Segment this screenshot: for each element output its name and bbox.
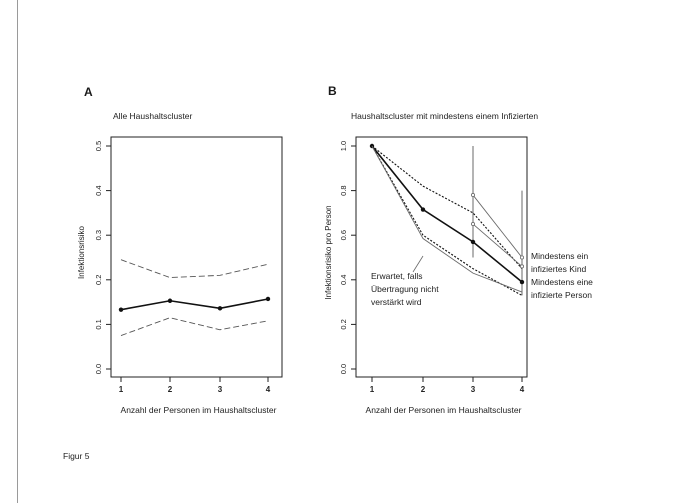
panel-a-xtick-label: 4	[266, 385, 271, 394]
panel-b-series-line	[371, 145, 523, 296]
panel-a-ytick-label: 0.4	[94, 185, 103, 195]
panel-a-x-axis-label: Anzahl der Personen im Haushaltscluster	[121, 405, 277, 415]
panel-a-ytick-label: 0.2	[94, 275, 103, 285]
panel-b-series-line	[371, 145, 523, 270]
panel-b-subgroup-point	[520, 264, 525, 269]
annotation-child-line-1: Mindestens ein	[531, 251, 589, 261]
panel-b-title: Haushaltscluster mit mindestens einem In…	[351, 111, 539, 121]
panel-b-ytick-label: 0.8	[339, 185, 348, 195]
panel-a-data-point	[217, 306, 223, 311]
panel-b-xtick-label: 1	[370, 385, 375, 394]
panel-a-title: Alle Haushaltscluster	[113, 111, 193, 121]
panel-a-series-line	[120, 298, 269, 311]
panel-a-frame	[110, 136, 283, 378]
panel-a-ytick-label: 0.1	[94, 319, 103, 329]
panel-a-xtick-label: 3	[218, 385, 223, 394]
panel-a-ytick-label: 0.5	[94, 141, 103, 151]
annotation-child-line-2: infiziertes Kind	[531, 264, 587, 274]
panel-b-data-point	[519, 279, 525, 285]
panel-a-xtick-label: 1	[119, 385, 124, 394]
panel-a-series-line	[120, 317, 269, 336]
panel-a-data-point	[118, 307, 124, 312]
panel-a-ytick-label: 0.3	[94, 230, 103, 240]
panel-b-xtick-label: 4	[520, 385, 525, 394]
panel-b-subgroup-point	[470, 193, 475, 198]
panel-b-ytick-label: 0.2	[339, 319, 348, 329]
panel-b-ytick-label: 0.0	[339, 364, 348, 374]
panel-b-annotation-leader-expected	[412, 255, 424, 273]
panel-b-series-line	[371, 145, 523, 283]
panel-a-letter: A	[84, 85, 93, 99]
panel-b-series-line	[472, 223, 523, 267]
panel-a-y-axis-label: Infektionsrisiko	[77, 226, 86, 279]
panel-b-ytick-label: 0.6	[339, 230, 348, 240]
panel-b-frame	[355, 136, 528, 378]
panel-b-x-axis-label: Anzahl der Personen im Haushaltscluster	[366, 405, 522, 415]
annotation-expected-line-2: Übertragung nicht	[371, 284, 439, 294]
panel-b-y-axis-label: Infektionsrisiko pro Person	[324, 205, 333, 299]
panel-a-ytick-label: 0.0	[94, 364, 103, 374]
annotation-expected-line-3: verstärkt wird	[371, 297, 422, 307]
panel-b-subgroup-point	[520, 255, 525, 260]
panel-b-subgroup-point	[470, 222, 475, 227]
panel-a-data-point	[167, 298, 173, 303]
annotation-expected: Erwartet, falls Übertragung nicht verstä…	[371, 270, 439, 309]
panel-b-ytick-label: 0.4	[339, 275, 348, 285]
annotation-person-line-1: Mindestens eine	[531, 277, 593, 287]
annotation-expected-line-1: Erwartet, falls	[371, 271, 423, 281]
panel-a-series-line	[120, 259, 269, 279]
annotation-person: Mindestens eine infizierte Person	[531, 276, 593, 302]
panel-b-letter: B	[328, 84, 337, 98]
panel-b-xtick-label: 2	[421, 385, 426, 394]
panel-a-data-point	[265, 296, 271, 302]
annotation-person-line-2: infizierte Person	[531, 290, 592, 300]
annotation-child: Mindestens ein infiziertes Kind	[531, 250, 588, 276]
figure-label: Figur 5	[63, 451, 90, 461]
panel-b-series-line	[371, 145, 523, 293]
panel-b-ytick-label: 1.0	[339, 141, 348, 151]
panel-b-series-line	[472, 194, 523, 258]
panel-a-xtick-label: 2	[168, 385, 173, 394]
page-margin-rule	[17, 0, 18, 503]
panel-b-data-point	[420, 207, 426, 212]
panel-b-data-point	[470, 239, 476, 245]
panel-b-xtick-label: 3	[471, 385, 476, 394]
